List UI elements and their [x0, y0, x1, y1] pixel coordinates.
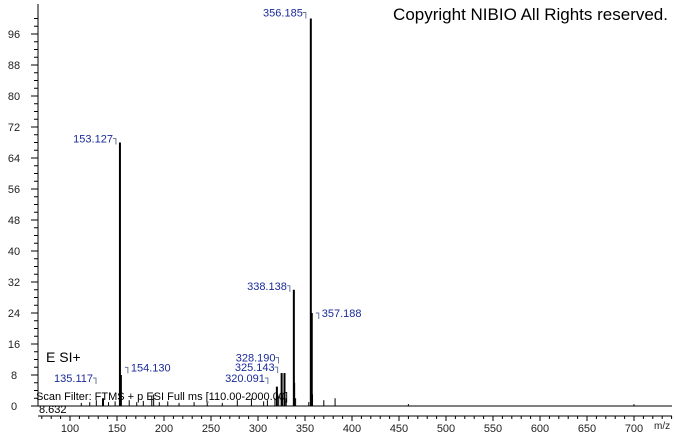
y-tick-label: 16 — [8, 339, 20, 351]
y-tick-label: 8 — [11, 370, 17, 382]
peak-label: 135.117 — [54, 373, 93, 385]
x-tick-label: 600 — [531, 423, 549, 434]
scan-filter: Scan Filter: FTMS + p ESI Full ms [110.0… — [36, 391, 288, 403]
x-tick-label: 100 — [61, 423, 79, 434]
y-tick-label: 72 — [8, 122, 20, 134]
copyright-notice: Copyright NIBIO All Rights reserved. — [393, 5, 668, 24]
x-tick-label: 450 — [390, 423, 408, 434]
x-tick-label: 550 — [484, 423, 502, 434]
peak-label: 320.091 — [225, 373, 265, 385]
peak-label-bracket — [264, 377, 269, 384]
peak-label: 154.130 — [131, 362, 171, 374]
peak-label: 328.190 — [236, 353, 276, 365]
y-tick-label: 32 — [8, 277, 20, 289]
y-tick-label: 88 — [8, 60, 20, 72]
x-tick-label: 300 — [249, 423, 267, 434]
peak-label-bracket — [275, 357, 279, 364]
y-tick-label: 64 — [8, 153, 20, 165]
peak-label-bracket — [274, 366, 279, 374]
peak-label-bracket — [93, 377, 97, 384]
peak-label-bracket — [124, 366, 129, 374]
y-tick-label: 48 — [8, 215, 20, 227]
x-tick-label: 700 — [625, 423, 643, 434]
ionization-label: E SI+ — [46, 349, 81, 365]
peak-label: 325.143 — [235, 362, 275, 374]
peak-label-bracket — [286, 285, 291, 292]
peak-label-bracket — [112, 138, 117, 145]
retention-time: 8.632 — [39, 404, 67, 416]
y-tick-label: 96 — [8, 29, 20, 41]
x-axis-label: m/z — [654, 421, 671, 432]
x-tick-label: 350 — [296, 423, 314, 434]
peak-label: 338.138 — [247, 281, 287, 293]
peak-label-bracket — [315, 312, 320, 319]
y-tick-label: 40 — [8, 246, 20, 258]
y-tick-label: 56 — [8, 184, 20, 196]
x-tick-label: 500 — [437, 423, 455, 434]
peak-label: 153.127 — [73, 134, 113, 146]
y-tick-label: 0 — [11, 401, 17, 413]
x-tick-label: 650 — [578, 423, 596, 434]
x-tick-label: 400 — [343, 423, 361, 434]
y-tick-label: 24 — [8, 308, 20, 320]
x-tick-label: 150 — [108, 423, 126, 434]
x-tick-label: 200 — [155, 423, 173, 434]
peak-label: 356.185 — [263, 8, 303, 20]
x-tick-label: 250 — [202, 423, 220, 434]
y-tick-label: 80 — [8, 91, 20, 103]
peak-label-bracket — [302, 12, 307, 19]
peak-label: 357.188 — [322, 308, 362, 320]
